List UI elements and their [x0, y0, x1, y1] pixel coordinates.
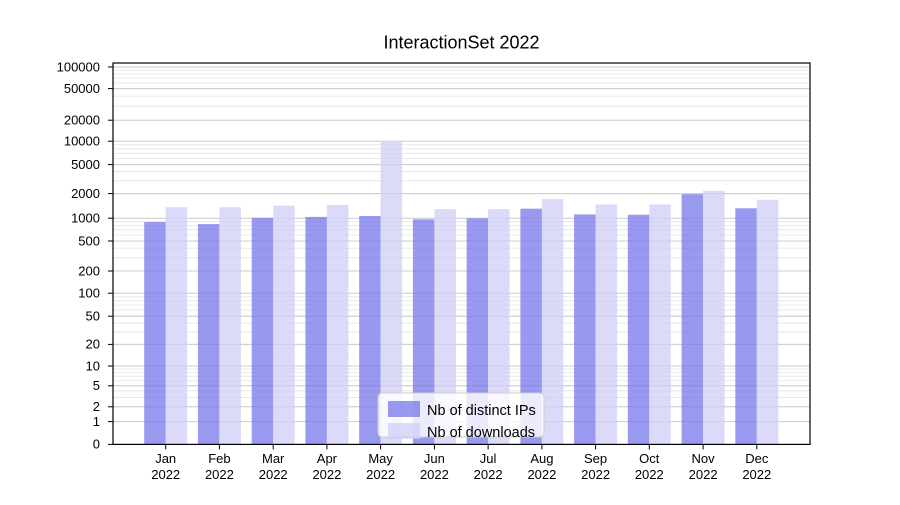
- svg-text:20000: 20000: [64, 113, 100, 128]
- svg-text:Nb of distinct IPs: Nb of distinct IPs: [427, 403, 536, 419]
- svg-text:100: 100: [78, 286, 100, 301]
- svg-text:Jun: Jun: [424, 451, 445, 466]
- svg-text:1000: 1000: [71, 211, 100, 226]
- svg-text:10: 10: [86, 358, 100, 373]
- svg-text:Aug: Aug: [530, 451, 553, 466]
- svg-text:Dec: Dec: [745, 451, 769, 466]
- svg-text:5000: 5000: [71, 157, 100, 172]
- svg-text:2022: 2022: [312, 467, 341, 482]
- svg-text:Mar: Mar: [262, 451, 285, 466]
- svg-text:2022: 2022: [420, 467, 449, 482]
- svg-text:2022: 2022: [581, 467, 610, 482]
- svg-text:2: 2: [93, 399, 100, 414]
- svg-text:Oct: Oct: [639, 451, 660, 466]
- svg-text:Apr: Apr: [317, 451, 338, 466]
- svg-text:2022: 2022: [259, 467, 288, 482]
- svg-text:200: 200: [78, 263, 100, 278]
- svg-text:2022: 2022: [474, 467, 503, 482]
- svg-text:May: May: [368, 451, 393, 466]
- svg-text:50000: 50000: [64, 81, 100, 96]
- svg-text:Nb of downloads: Nb of downloads: [427, 425, 535, 441]
- svg-text:2022: 2022: [151, 467, 180, 482]
- svg-text:2022: 2022: [742, 467, 771, 482]
- svg-text:1: 1: [93, 414, 100, 429]
- svg-text:Jan: Jan: [155, 451, 176, 466]
- svg-text:10000: 10000: [64, 134, 100, 149]
- svg-text:2000: 2000: [71, 186, 100, 201]
- svg-text:5: 5: [93, 378, 100, 393]
- svg-text:Sep: Sep: [584, 451, 607, 466]
- svg-text:2022: 2022: [366, 467, 395, 482]
- svg-text:2022: 2022: [527, 467, 556, 482]
- svg-text:InteractionSet 2022: InteractionSet 2022: [383, 33, 539, 53]
- svg-text:500: 500: [78, 233, 100, 248]
- svg-text:2022: 2022: [689, 467, 718, 482]
- svg-text:Feb: Feb: [208, 451, 230, 466]
- svg-text:50: 50: [86, 309, 100, 324]
- svg-text:Nov: Nov: [692, 451, 716, 466]
- svg-text:Jul: Jul: [480, 451, 497, 466]
- svg-text:20: 20: [86, 337, 100, 352]
- svg-text:2022: 2022: [635, 467, 664, 482]
- svg-text:100000: 100000: [57, 59, 100, 74]
- svg-text:2022: 2022: [205, 467, 234, 482]
- svg-text:0: 0: [93, 437, 100, 452]
